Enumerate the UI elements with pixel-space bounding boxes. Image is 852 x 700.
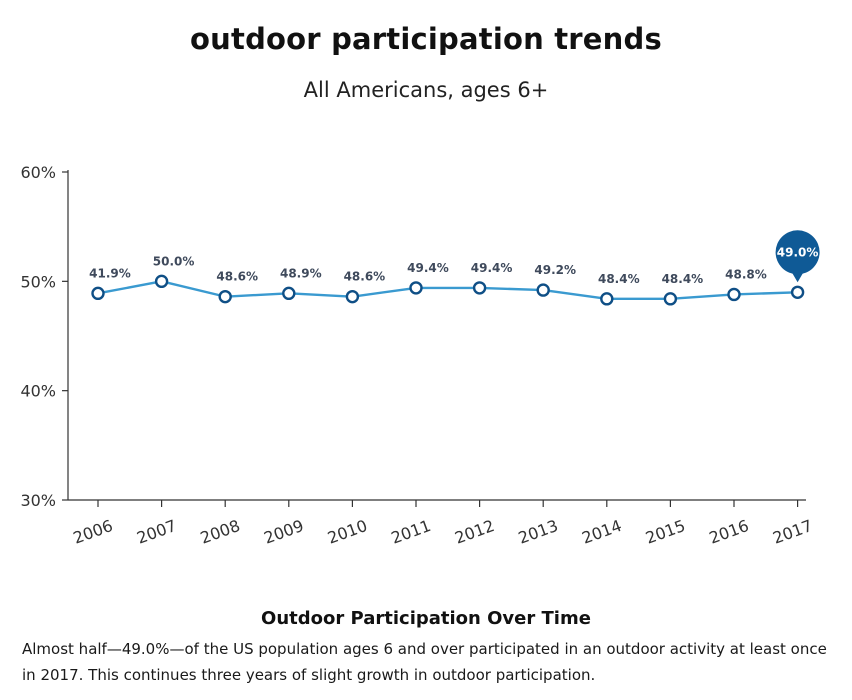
data-point bbox=[218, 289, 232, 304]
data-label: 49.2% bbox=[534, 263, 576, 277]
data-label: 41.9% bbox=[89, 266, 131, 280]
data-point bbox=[790, 285, 805, 299]
chart-title: outdoor participation trends bbox=[190, 22, 662, 56]
data-point bbox=[409, 281, 423, 295]
callout-bubble bbox=[775, 230, 820, 275]
y-tick-label: 30% bbox=[20, 491, 56, 510]
x-tick-label: 2014 bbox=[579, 516, 624, 548]
data-label: 50.0% bbox=[153, 254, 195, 268]
data-point bbox=[345, 289, 360, 304]
x-tick-label: 2010 bbox=[325, 516, 370, 548]
data-label: 49.4% bbox=[407, 261, 449, 275]
chart-axes bbox=[67, 170, 806, 501]
data-label: 48.6% bbox=[216, 270, 258, 284]
line-chart: 30% 40% 50% 60% 2006 2007 2008 2009 2010 2011 201… bbox=[20, 163, 820, 548]
data-label: 48.8% bbox=[725, 267, 767, 281]
x-tick-label: 2006 bbox=[71, 516, 116, 548]
data-point bbox=[663, 292, 678, 306]
data-point bbox=[282, 286, 296, 301]
data-labels: 41.9% 50.0% 48.6% 48.9% 48.6% 49.4% 49.4% 49.2%… bbox=[89, 230, 820, 286]
footer-text: Almost half—49.0%—of the US population a… bbox=[22, 640, 827, 684]
y-tick-label: 40% bbox=[20, 382, 56, 401]
data-label: 48.4% bbox=[598, 272, 640, 286]
callout-pointer bbox=[790, 270, 805, 283]
data-point bbox=[536, 283, 550, 297]
data-label: 49.0% bbox=[777, 245, 819, 259]
data-point bbox=[600, 292, 614, 306]
x-tick-label: 2012 bbox=[452, 516, 497, 548]
series-line bbox=[97, 280, 798, 301]
data-label: 48.4% bbox=[662, 272, 704, 286]
x-tick-label: 2011 bbox=[389, 516, 434, 548]
chart-subtitle: All Americans, ages 6+ bbox=[303, 78, 549, 102]
x-tick-label: 2013 bbox=[516, 516, 561, 548]
data-label: 48.6% bbox=[344, 270, 386, 284]
x-tick-label: 2015 bbox=[643, 516, 688, 548]
data-point bbox=[472, 281, 487, 295]
data-label: 48.9% bbox=[280, 266, 322, 280]
data-point bbox=[154, 274, 169, 289]
series-group bbox=[91, 274, 805, 306]
y-tick-label: 60% bbox=[20, 163, 56, 182]
x-axis-ticks: 2006 2007 2008 2009 2010 2011 2012 2013 2014 2015… bbox=[71, 500, 815, 548]
y-axis-ticks: 30% 40% 50% 60% bbox=[20, 163, 68, 510]
y-tick-label: 50% bbox=[20, 272, 56, 291]
footer-heading: Outdoor Participation Over Time bbox=[261, 608, 591, 629]
x-tick-label: 2016 bbox=[707, 516, 752, 548]
x-tick-label: 2017 bbox=[770, 516, 815, 548]
x-tick-label: 2009 bbox=[261, 516, 306, 548]
x-tick-label: 2008 bbox=[198, 516, 243, 548]
highlight-callout: 49.0% bbox=[775, 230, 820, 283]
data-point bbox=[91, 286, 105, 301]
data-label: 49.4% bbox=[471, 261, 513, 275]
data-point bbox=[727, 287, 741, 302]
x-tick-label: 2007 bbox=[134, 516, 179, 548]
